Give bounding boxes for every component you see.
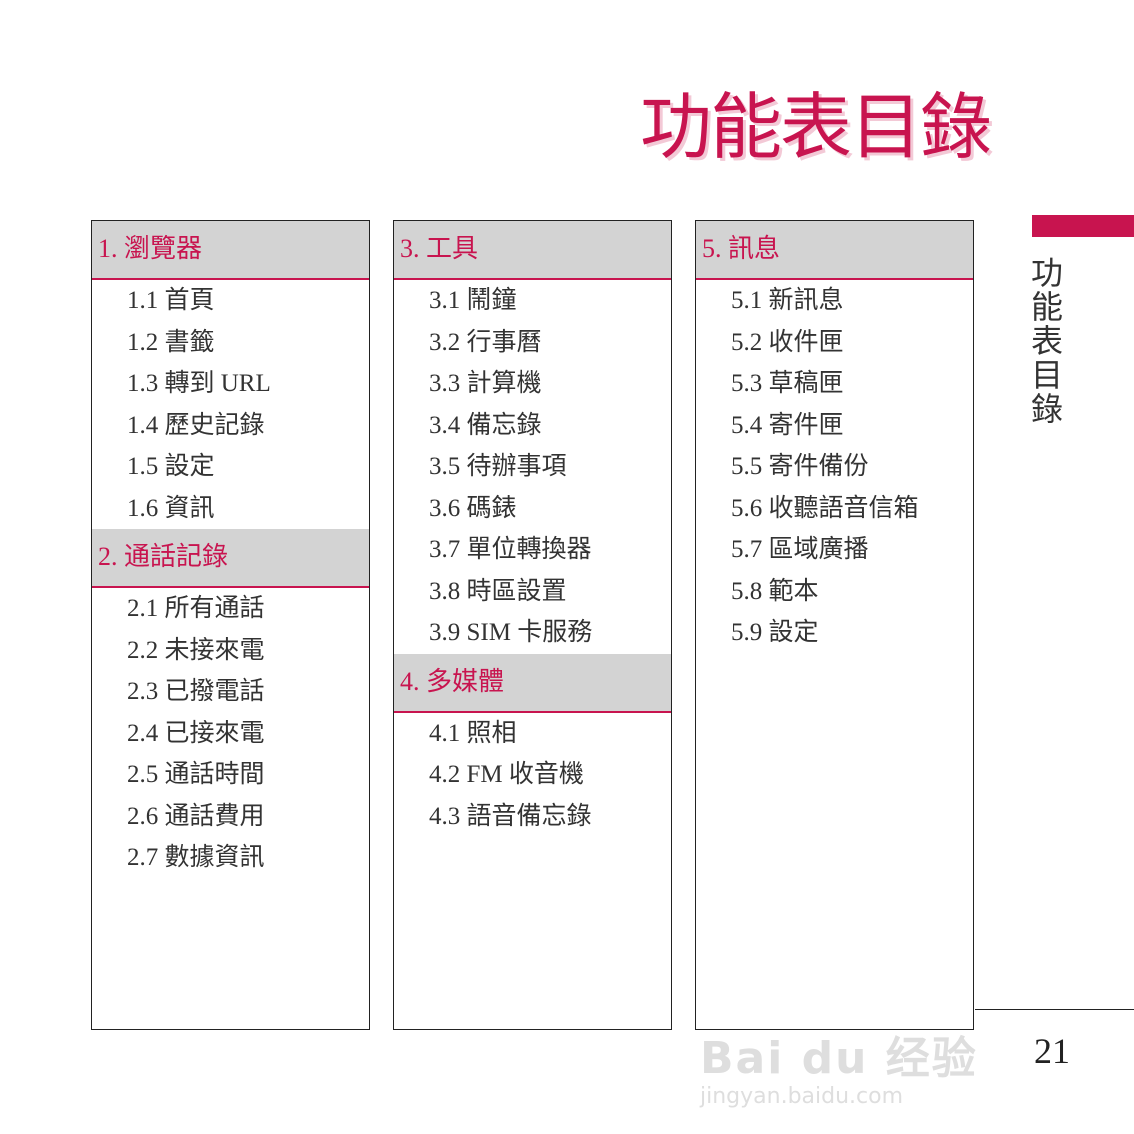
watermark-url: jingyan.baidu.com [700,1084,904,1109]
menu-item: 1.4 歷史記錄 [127,411,265,439]
menu-item: 3.3 計算機 [429,370,542,397]
menu-column: 1. 瀏覽器 1.1 首頁 1.2 書籤 1.3 轉到 URL 1.4 歷史記錄 1.5 … [91,220,370,1030]
menu-item: 5.2 收件匣 [731,328,844,356]
menu-item: 2.7 數據資訊 [127,844,265,871]
watermark-brand: Bai du 经验 [700,1033,978,1084]
side-tab-label: 功能表目錄 [1027,256,1063,426]
menu-item: 2.6 通話費用 [127,802,265,830]
menu-item: 5.9 設定 [731,619,819,646]
section-header: 2. 通話記錄 [92,529,369,588]
menu-item: 3.2 行事曆 [429,328,542,356]
menu-item: 2.3 已撥電話 [127,678,265,705]
menu-item: 1.1 首頁 [127,287,215,314]
menu-item: 3.8 時區設置 [429,577,567,605]
menu-item: 3.7 單位轉換器 [429,536,592,563]
section-header: 4. 多媒體 [394,653,671,713]
menu-item: 1.6 資訊 [127,494,215,522]
menu-item: 2.4 已接來電 [127,719,265,747]
menu-item: 2.1 所有通話 [127,595,265,622]
menu-item: 1.5 設定 [127,453,215,480]
footer-divider [975,1009,1134,1010]
menu-item: 5.5 寄件備份 [731,453,869,480]
watermark: Bai du 经验 jingyan.baidu.com [700,1034,978,1110]
menu-item: 3.9 SIM 卡服務 [429,619,593,646]
menu-item: 5.8 範本 [731,577,819,605]
menu-item: 3.1 鬧鐘 [429,287,517,314]
menu-item: 3.6 碼錶 [429,494,517,522]
menu-item: 4.3 語音備忘錄 [429,802,592,830]
menu-item: 3.4 備忘錄 [429,411,542,439]
menu-item: 5.6 收聽語音信箱 [731,494,919,522]
menu-item: 1.3 轉到 URL [127,370,271,397]
menu-column: 5. 訊息 5.1 新訊息 5.2 收件匣 5.3 草稿匣 5.4 寄件匣 5.5 寄件備… [695,220,974,1030]
menu-item: 4.1 照相 [429,719,517,747]
menu-item: 4.2 FM 收音機 [429,761,584,788]
menu-item: 2.2 未接來電 [127,636,265,664]
menu-item: 1.2 書籤 [127,328,215,356]
section-header: 3. 工具 [394,221,671,280]
menu-item: 5.3 草稿匣 [731,370,844,397]
menu-item: 2.5 通話時間 [127,761,265,788]
menu-item: 5.4 寄件匣 [731,411,844,439]
page-title: 功能表目錄 [640,85,992,169]
section-header: 1. 瀏覽器 [92,221,369,280]
side-tab-bar [1032,215,1134,237]
section-header: 5. 訊息 [696,221,973,280]
menu-item: 3.5 待辦事項 [429,453,567,480]
menu-column: 3. 工具 3.1 鬧鐘 3.2 行事曆 3.3 計算機 3.4 備忘錄 3.5 待辦事項… [393,220,672,1030]
menu-item: 5.7 區域廣播 [731,536,869,563]
page-number: 21 [1034,1031,1070,1071]
menu-item: 5.1 新訊息 [731,287,844,314]
